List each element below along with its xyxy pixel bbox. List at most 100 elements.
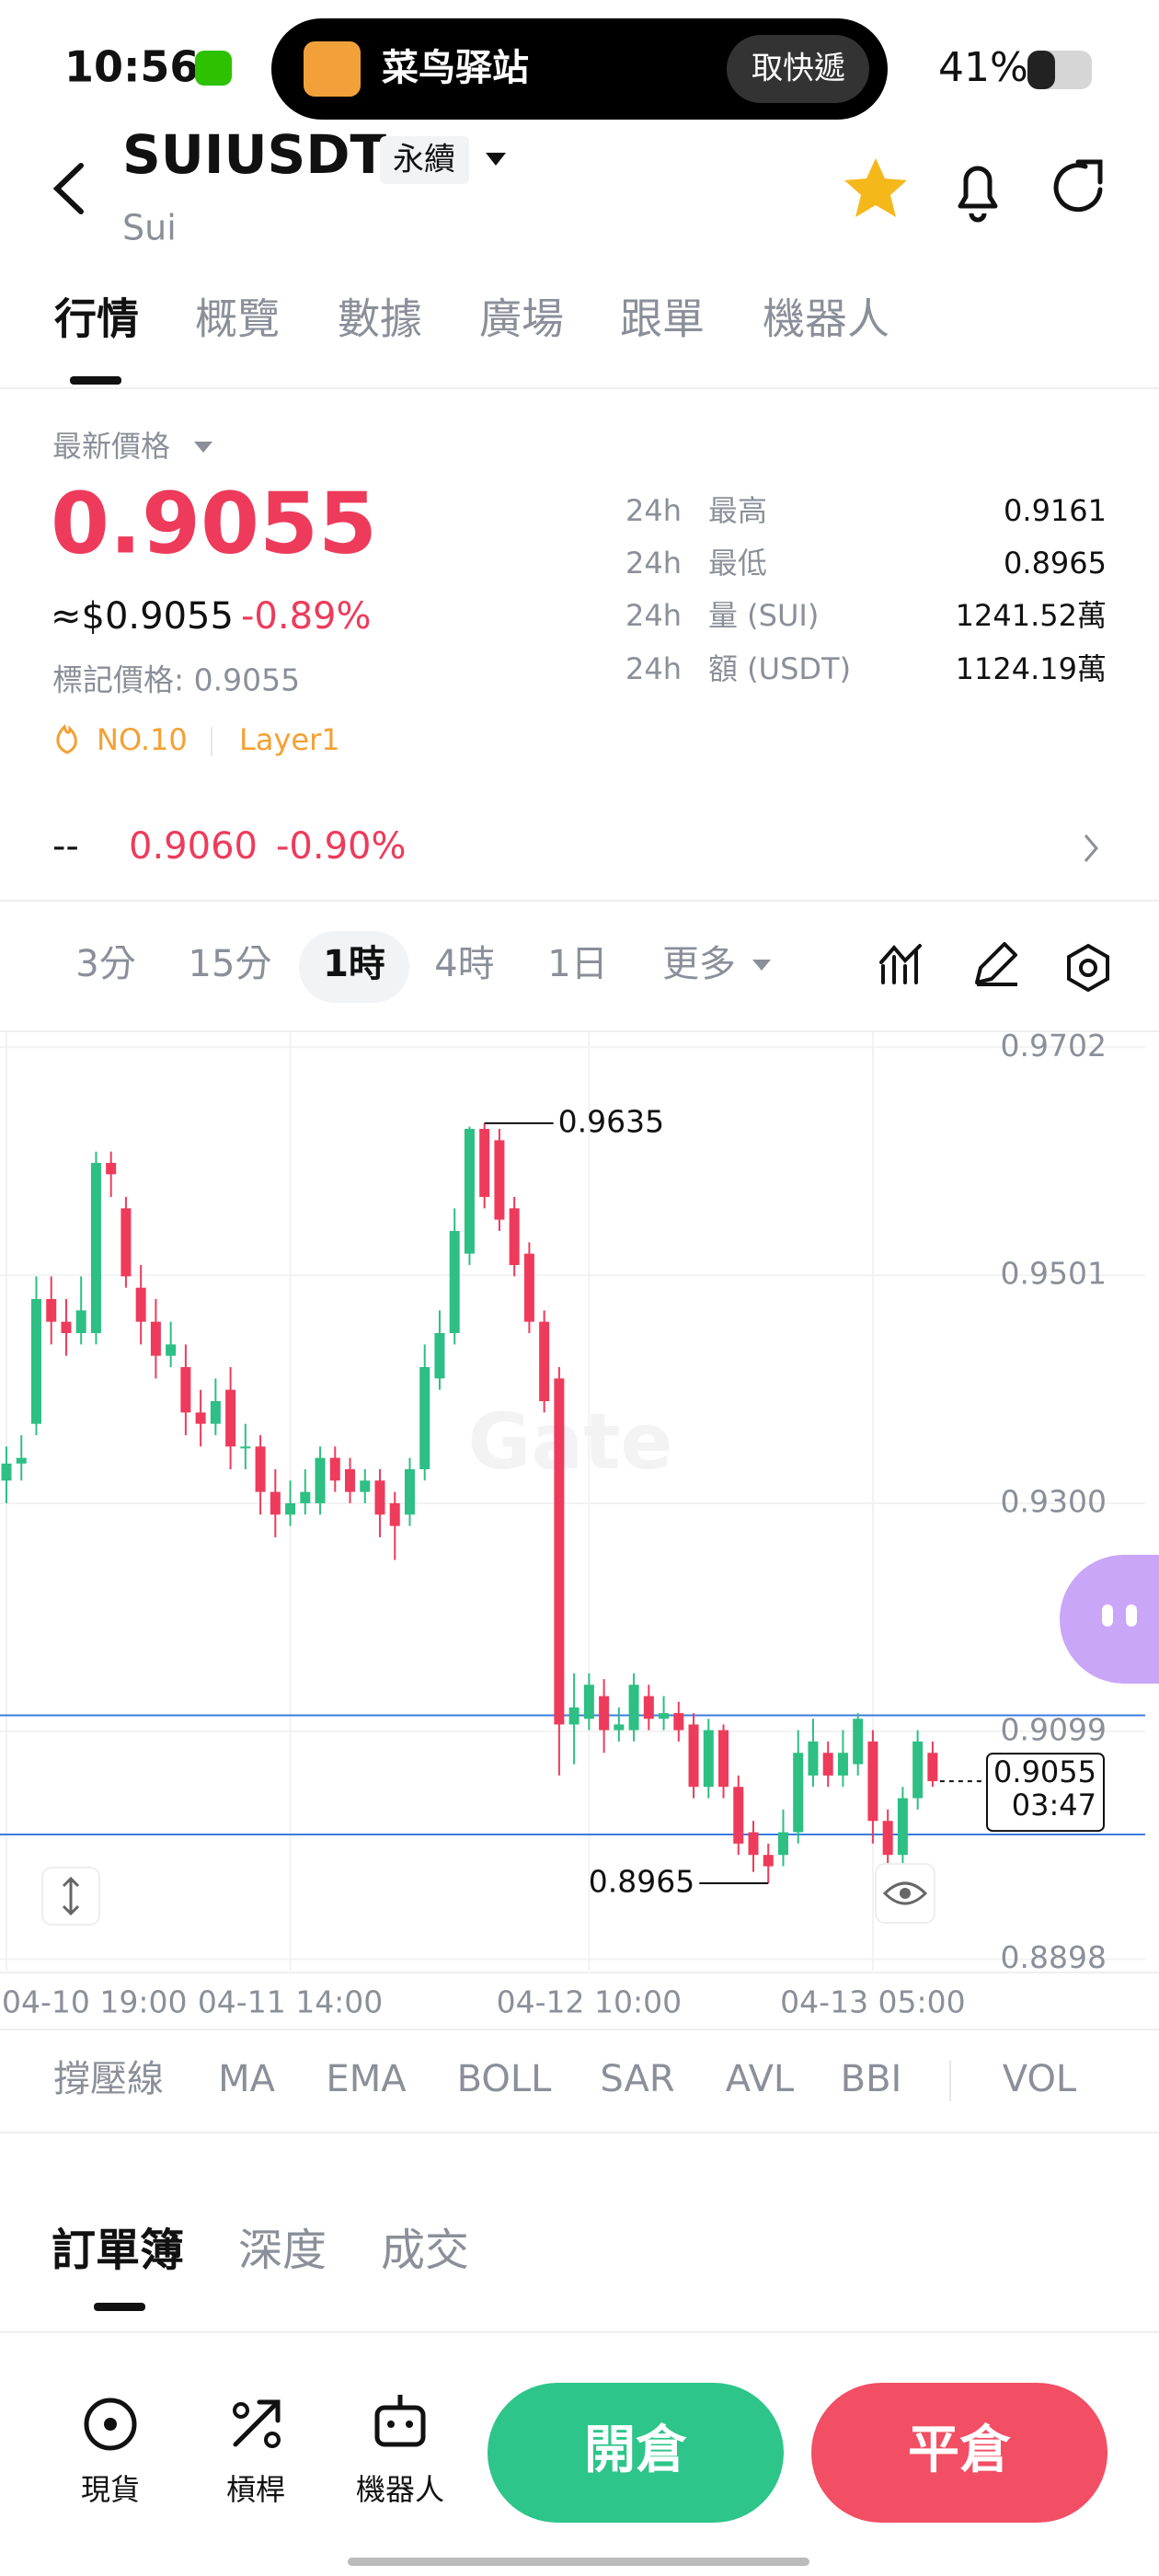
candle-body: [643, 1696, 654, 1719]
indicator[interactable]: EMA: [326, 2058, 407, 2100]
candle-body: [808, 1741, 819, 1776]
candle-body: [90, 1163, 101, 1334]
candle-body: [733, 1787, 744, 1844]
back-button[interactable]: [52, 163, 84, 214]
indicator[interactable]: AVL: [726, 2058, 795, 2100]
interval[interactable]: 15分: [189, 943, 272, 985]
spot-icon-dot: [104, 2418, 117, 2431]
candle-body: [568, 1707, 580, 1725]
indicator-icon[interactable]: [879, 944, 922, 984]
contract-tag: [380, 136, 469, 184]
candle-body: [777, 1832, 788, 1856]
island-title: 菜鸟驿站: [382, 47, 529, 89]
price-label[interactable]: 最新價格: [52, 429, 170, 464]
stat-label: 最高: [708, 493, 767, 528]
interval[interactable]: 1時: [323, 943, 385, 985]
high-label: 0.9635: [558, 1103, 664, 1139]
candle-body: [837, 1753, 848, 1776]
candle-body: [300, 1491, 311, 1503]
tag[interactable]: NO.10: [97, 722, 188, 757]
chevron[interactable]: [1084, 834, 1098, 862]
indicator[interactable]: SAR: [600, 2058, 674, 2100]
interval[interactable]: 3分: [75, 943, 135, 985]
book-tab[interactable]: 訂單簿: [52, 2225, 184, 2276]
bot-icon[interactable]: [374, 2405, 426, 2447]
candle-body: [210, 1400, 221, 1424]
tab[interactable]: 行情: [54, 294, 139, 344]
candle-body: [270, 1491, 281, 1515]
spot-icon[interactable]: [84, 2398, 137, 2451]
interval[interactable]: 4時: [434, 943, 494, 985]
candle-body: [360, 1480, 371, 1492]
stat-value: 0.9161: [1004, 493, 1107, 528]
low-label: 0.8965: [589, 1864, 694, 1900]
stat-label: 最低: [708, 546, 767, 581]
candle-body: [225, 1389, 236, 1447]
indicator[interactable]: 撐壓線: [53, 2058, 164, 2100]
tab[interactable]: 機器人: [763, 294, 889, 344]
indicator[interactable]: VOL: [1003, 2058, 1077, 2100]
tab[interactable]: 概覽: [195, 294, 280, 344]
candle-body: [688, 1724, 699, 1788]
candle-body: [120, 1208, 132, 1277]
candle-body: [46, 1299, 57, 1322]
tag[interactable]: Layer1: [239, 722, 340, 757]
index-price[interactable]: 0.9060: [129, 825, 258, 868]
candle-body: [853, 1719, 864, 1765]
tab[interactable]: 廣場: [479, 294, 564, 344]
tab[interactable]: 數據: [338, 294, 422, 344]
nav-label[interactable]: 現貨: [81, 2472, 140, 2507]
candle-body: [404, 1468, 415, 1515]
indicator[interactable]: BBI: [841, 2058, 902, 2100]
candle-body: [554, 1378, 565, 1725]
candle-body: [166, 1344, 177, 1356]
y-tick-label: 0.9501: [1001, 1256, 1107, 1292]
candle-body: [599, 1696, 610, 1731]
draw-icon[interactable]: [975, 942, 1017, 986]
interval[interactable]: 1日: [547, 943, 607, 985]
assistant-eye: [1126, 1604, 1137, 1627]
indicator[interactable]: MA: [218, 2058, 276, 2100]
candle-body: [180, 1366, 191, 1413]
candle-body: [867, 1741, 878, 1822]
book-tab[interactable]: 成交: [381, 2225, 469, 2276]
candle-body: [434, 1333, 445, 1379]
status-time: 10:56: [64, 42, 199, 92]
share-button[interactable]: [1053, 159, 1103, 213]
mark-price: 標記價格: 0.9055: [52, 662, 300, 698]
candle-body: [912, 1741, 924, 1799]
open-button[interactable]: [488, 2383, 784, 2523]
x-tick-label: 04-13 05:00: [780, 1984, 965, 2020]
candle-body: [927, 1753, 938, 1782]
alert-bell[interactable]: [958, 166, 998, 223]
dropdown-arrow[interactable]: [486, 153, 506, 166]
candlestick-chart[interactable]: Gate 0.9702 0.9501 0.9300 0.9099 0.8898 0.963…: [0, 1028, 1145, 1975]
nav-label[interactable]: 機器人: [356, 2472, 444, 2507]
interval[interactable]: 更多: [662, 943, 736, 985]
indicator[interactable]: BOLL: [457, 2058, 553, 2100]
dynamic-island[interactable]: [271, 18, 888, 120]
candle-body: [345, 1468, 356, 1492]
nav-label[interactable]: 槓桿: [226, 2472, 285, 2507]
leverage-icon[interactable]: [233, 2399, 281, 2447]
candle-body: [897, 1798, 908, 1856]
index-change[interactable]: -0.90%: [276, 825, 407, 868]
candle-body: [106, 1163, 117, 1175]
candle-body: [16, 1457, 27, 1464]
close-button[interactable]: [811, 2383, 1107, 2523]
island-pill[interactable]: [727, 35, 869, 103]
leverage-icon-dot: [264, 2432, 281, 2448]
eye-icon: [882, 1881, 928, 1905]
symbol[interactable]: SUIUSDT: [122, 123, 386, 186]
index-name[interactable]: --: [52, 825, 79, 868]
settings-icon[interactable]: [1067, 943, 1109, 993]
last-price-label: 0.9055: [993, 1754, 1096, 1789]
candle-body: [673, 1713, 684, 1731]
favorite-star[interactable]: [844, 158, 907, 217]
stat-label: 量 (SUI): [708, 598, 819, 633]
book-tab[interactable]: 深度: [238, 2225, 327, 2276]
candle-body: [1, 1463, 12, 1481]
tab[interactable]: 跟單: [620, 294, 705, 344]
candle-body: [329, 1457, 340, 1481]
stat-value: 1124.19萬: [956, 651, 1107, 686]
